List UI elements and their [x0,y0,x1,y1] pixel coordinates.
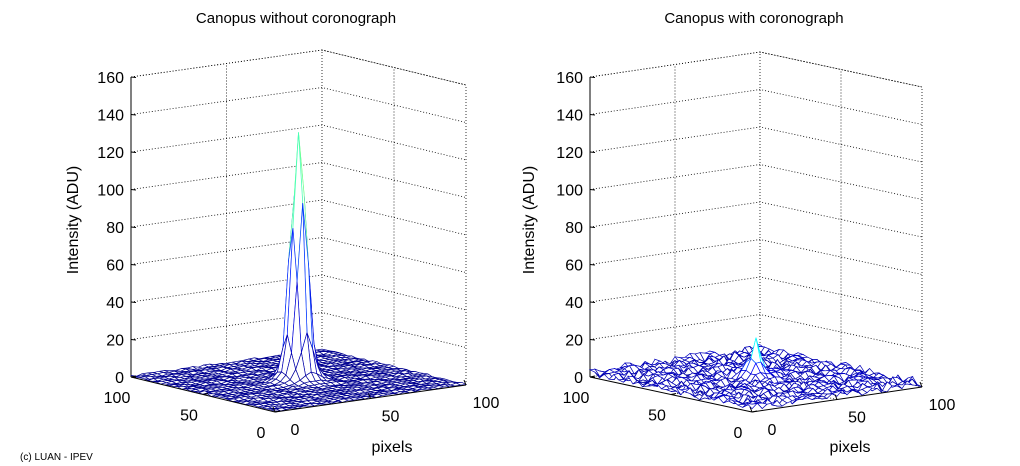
z-tick [130,264,137,266]
grid-line [130,237,467,273]
z-axis-label: Intensity (ADU) [65,166,82,274]
z-tick-label: 0 [574,370,583,387]
z-tick-label: 60 [106,258,124,275]
z-tick-label: 40 [106,295,124,312]
y-tick [670,393,677,395]
grid-line [589,201,923,238]
z-tick-label: 80 [565,220,583,237]
z-tick-label: 140 [97,108,124,125]
z-tick [589,339,596,341]
grid-line [589,164,923,200]
z-tick [130,114,137,116]
z-tick-label: 60 [565,258,583,275]
panel-with-coronograph: Canopus with coronograph 0 20 40 60 80 100 120 1… [521,10,955,456]
z-tick [589,114,596,116]
z-tick-label: 120 [97,145,124,162]
panel-without-coronograph: Canopus without coronograph 0 20 40 60 80 100 1… [65,10,499,456]
chart-title: Canopus without coronograph [196,10,396,27]
x-axis-label: pixels [372,439,413,456]
x-tick [749,406,753,413]
grid-line [130,312,467,348]
z-tick [589,301,596,303]
x-tick-label: 50 [848,410,866,427]
x-axis-label: pixels [830,439,871,456]
grid-line [589,89,923,125]
z-tick-label: 20 [106,333,124,350]
z-tick [130,339,137,341]
z-tick [589,76,596,78]
x-tick [919,381,923,388]
grid-line [321,49,467,86]
z-tick-label: 100 [556,183,583,200]
y-tick-label: 0 [257,425,266,442]
grid-line [589,126,923,163]
grid-line [130,162,467,198]
x-tick-label: 100 [473,395,500,412]
z-tick-label: 160 [556,70,583,87]
x-tick-label: 50 [382,409,400,426]
y-tick [751,410,758,413]
grid-line [589,51,923,88]
grid-line [589,314,923,350]
x-tick-label: 0 [291,422,300,439]
z-tick [130,226,137,228]
grid-line [130,87,467,123]
z-tick-label: 20 [565,333,583,350]
x-tick [368,393,371,399]
z-axis-label: Intensity (ADU) [521,166,538,274]
x-tick [272,406,276,413]
z-tick-label: 120 [556,145,583,162]
x-tick-label: 0 [768,422,777,439]
x-tick [834,394,838,400]
surface-cell [746,403,758,410]
grid-line [130,199,467,236]
y-tick [202,393,209,395]
z-tick [130,189,137,191]
grid-line [589,239,923,275]
y-tick-label: 100 [104,390,131,407]
z-tick-label: 0 [115,370,124,387]
z-tick-label: 160 [97,70,124,87]
y-tick [130,375,137,378]
z-tick [589,264,596,266]
credit-text: (c) LUAN - IPEV [20,452,93,463]
z-tick [130,151,137,153]
grid-line [130,274,467,311]
z-tick-label: 80 [106,220,124,237]
y-tick-label: 50 [180,408,198,425]
z-tick [589,151,596,153]
y-tick-label: 0 [734,425,743,442]
z-tick-label: 100 [97,183,124,200]
grid-line [130,49,467,86]
z-tick-label: 40 [565,295,583,312]
grid-line [130,124,467,161]
surface-mesh [588,337,923,410]
z-tick [589,189,596,191]
y-tick-label: 100 [563,390,590,407]
x-tick [463,379,467,386]
z-tick [589,226,596,228]
surface-cell [756,402,768,409]
x-tick-label: 100 [929,397,956,414]
z-tick [130,76,137,78]
surface-mesh [130,132,468,412]
y-tick [589,375,596,378]
chart-title: Canopus with coronograph [664,10,843,27]
grid-line [589,276,923,313]
y-tick [274,410,281,413]
z-tick-label: 140 [556,108,583,125]
z-tick [130,301,137,303]
y-tick-label: 50 [648,408,666,425]
